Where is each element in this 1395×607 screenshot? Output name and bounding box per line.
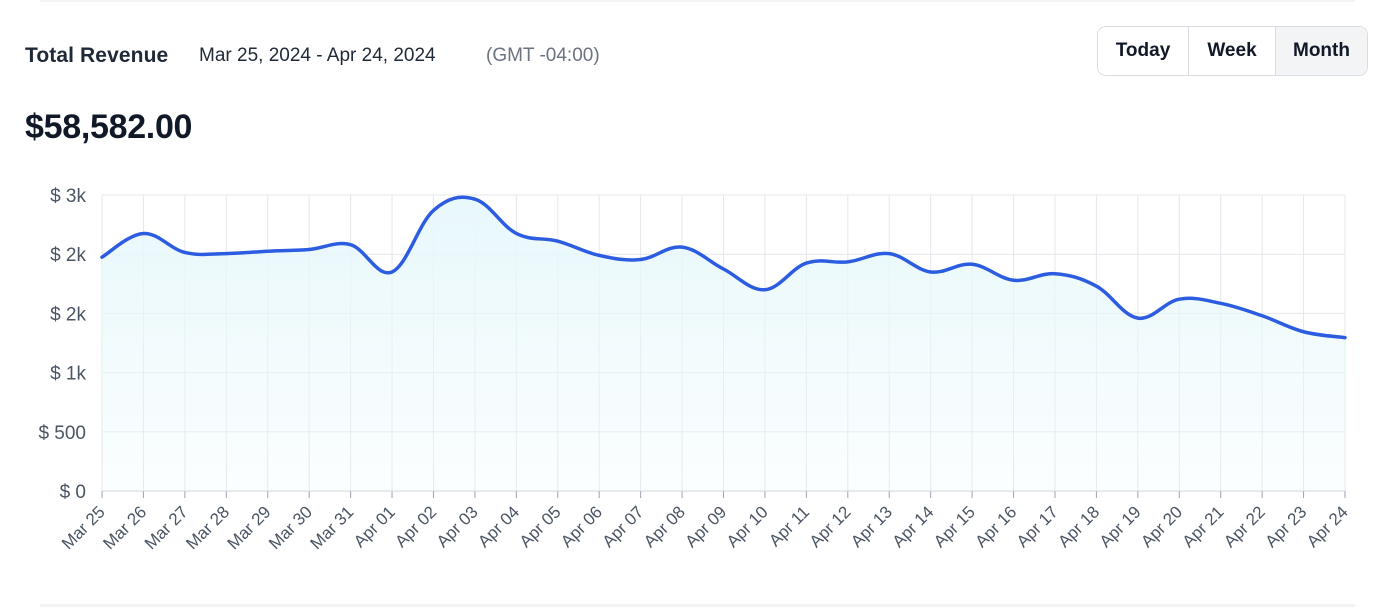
x-tick-label: Mar 30 <box>265 502 316 553</box>
range-today-button[interactable]: Today <box>1098 27 1188 75</box>
x-tick-label: Apr 02 <box>391 502 440 551</box>
date-range: Mar 25, 2024 - Apr 24, 2024 <box>199 45 436 66</box>
bottom-divider <box>40 604 1355 607</box>
x-tick-label: Apr 24 <box>1303 502 1352 551</box>
x-tick-label: Apr 03 <box>433 502 482 551</box>
y-tick-label: $ 2k <box>50 304 86 325</box>
x-tick-label: Apr 13 <box>847 502 896 551</box>
x-tick-label: Apr 07 <box>599 502 648 551</box>
x-tick-label: Apr 05 <box>516 502 565 551</box>
x-tick-label: Apr 21 <box>1179 502 1228 551</box>
y-tick-label: $ 0 <box>60 482 86 503</box>
x-tick-label: Apr 15 <box>930 502 979 551</box>
x-tick-label: Apr 16 <box>972 502 1021 551</box>
revenue-area-fill <box>102 197 1345 491</box>
x-tick-label: Apr 17 <box>1013 502 1062 551</box>
x-tick-label: Mar 26 <box>99 502 150 553</box>
x-tick-label: Apr 11 <box>765 502 813 550</box>
x-tick-label: Mar 27 <box>141 502 192 553</box>
x-tick-label: Apr 06 <box>557 502 606 551</box>
revenue-series-line <box>100 195 1347 340</box>
x-tick-label: Mar 25 <box>58 502 109 553</box>
y-tick-label: $ 1k <box>50 364 86 385</box>
x-tick-label: Apr 10 <box>723 502 772 551</box>
x-tick-label: Apr 19 <box>1096 502 1145 551</box>
timezone-label: (GMT -04:00) <box>486 45 600 66</box>
range-month-button[interactable]: Month <box>1275 27 1367 75</box>
total-revenue-value: $58,582.00 <box>25 108 193 146</box>
y-tick-label: $ 3k <box>50 186 86 207</box>
x-tick-label: Apr 12 <box>806 502 855 551</box>
x-tick-label: Apr 20 <box>1137 502 1186 551</box>
x-tick-label: Apr 22 <box>1220 502 1269 551</box>
range-week-button[interactable]: Week <box>1188 27 1275 75</box>
top-divider <box>40 0 1355 2</box>
range-selector: Today Week Month <box>1097 26 1368 76</box>
card-title: Total Revenue <box>25 44 169 67</box>
x-tick-label: Apr 08 <box>640 502 689 551</box>
y-tick-label: $ 500 <box>38 423 86 444</box>
x-tick-label: Mar 29 <box>224 502 275 553</box>
x-tick-label: Apr 18 <box>1054 502 1103 551</box>
x-tick-label: Apr 14 <box>889 502 938 551</box>
x-tick-label: Mar 31 <box>307 502 358 553</box>
y-tick-label: $ 2k <box>50 245 86 266</box>
x-tick-label: Apr 09 <box>681 502 730 551</box>
x-tick-label: Apr 04 <box>474 502 523 551</box>
x-tick-label: Apr 23 <box>1262 502 1311 551</box>
x-tick-label: Apr 01 <box>350 502 399 551</box>
x-tick-label: Mar 28 <box>182 502 233 553</box>
